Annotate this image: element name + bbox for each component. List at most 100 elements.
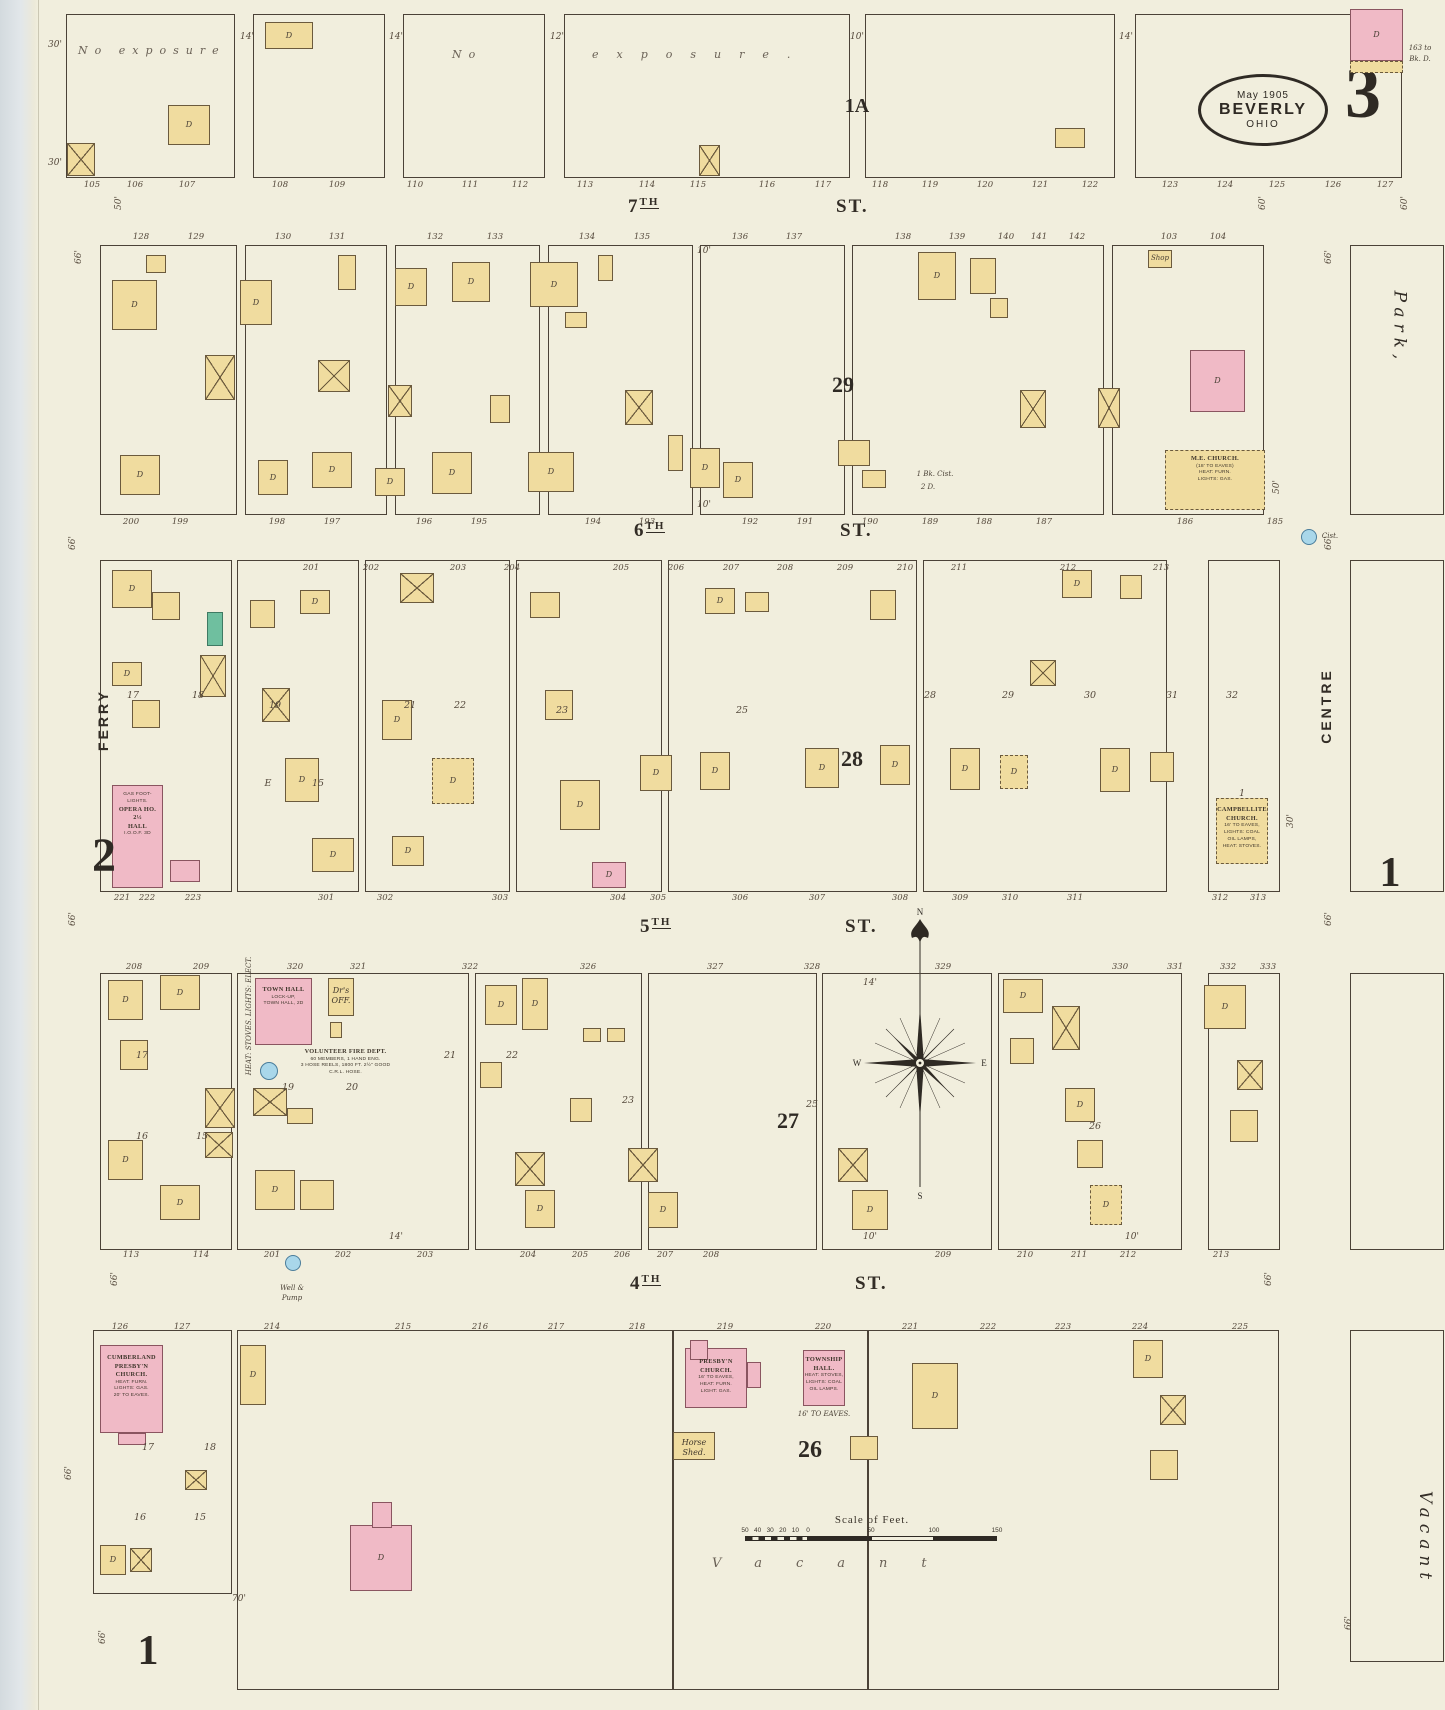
building: D: [705, 588, 735, 614]
interior-lot-number: E: [264, 778, 272, 789]
dimension-label: 14': [389, 32, 403, 42]
dwelling-letter: D: [448, 468, 456, 478]
building-label-line: CHURCH.: [1226, 814, 1258, 822]
interior-lot-number: 26: [1088, 1121, 1102, 1132]
building: [673, 1432, 715, 1460]
lot-number: 188: [975, 517, 993, 527]
building-label-line: LIGHTS: GAS.: [1197, 477, 1233, 483]
building: [1230, 1110, 1258, 1142]
interior-lot-number: 25: [805, 1099, 819, 1110]
lot-number: 213: [1152, 563, 1170, 573]
dimension-label: 50': [113, 196, 124, 210]
street-suffix: ST.: [840, 520, 873, 541]
scale-bar-segment: [934, 1536, 997, 1541]
building: D: [1062, 570, 1092, 598]
lot-number: 223: [1054, 1322, 1072, 1332]
interior-lot-number: 17: [141, 1442, 155, 1453]
lot-number: 208: [702, 1250, 720, 1260]
dwelling-letter: D: [131, 300, 138, 310]
lot-number: 130: [274, 232, 292, 242]
street-suffix: ST.: [836, 196, 869, 217]
interior-lot-number: 23: [555, 705, 569, 716]
building: D: [312, 838, 354, 872]
building-label-line: LIGHTS: COAL: [1223, 829, 1261, 835]
building: D: [120, 455, 160, 495]
lot-number: 329: [934, 962, 952, 972]
street-ordinal: TH: [645, 519, 666, 533]
building: D: [852, 1190, 888, 1230]
dwelling-letter: D: [1214, 376, 1221, 386]
building: [388, 385, 412, 417]
interior-lot-number: 21: [443, 1050, 457, 1061]
stamp-date: May 1905: [1237, 90, 1289, 101]
cistern-circle: [1301, 529, 1317, 545]
lot-number: 195: [470, 517, 488, 527]
dwelling-letter: D: [734, 475, 742, 485]
lot-number: 124: [1216, 180, 1234, 190]
dwelling-letter: D: [185, 120, 193, 130]
building: [1120, 575, 1142, 599]
lot-number: 209: [192, 962, 210, 972]
building-label-line: 16' TO EAVES,: [1224, 823, 1260, 828]
map-annotation: Bk. D.: [1409, 55, 1431, 63]
block-outline: [1350, 973, 1444, 1250]
lot-number: 212: [1119, 1250, 1137, 1260]
building: [598, 255, 613, 281]
building: D: [432, 452, 472, 494]
building: [628, 1148, 658, 1182]
building: D: [432, 758, 474, 804]
building: [850, 1436, 878, 1460]
building: D: [112, 280, 157, 330]
lot-number: 106: [126, 180, 144, 190]
street-name: 5TH: [640, 915, 672, 938]
street-name: 7TH: [628, 195, 660, 218]
building-label-line: CHURCH.: [115, 1371, 148, 1378]
building-label-line: 20' TO EAVES.: [113, 1393, 150, 1399]
building: D: [690, 448, 720, 488]
block-outline: [395, 245, 540, 515]
building-label-line: Shed.: [682, 1448, 706, 1458]
lot-number: 307: [808, 893, 826, 903]
lot-number: 109: [328, 180, 346, 190]
block-outline: [245, 245, 387, 515]
building-label-line: HEAT: FURN.: [115, 1379, 148, 1385]
dwelling-letter: D: [407, 282, 415, 292]
building-label-line: GAS FOOT-: [123, 792, 152, 797]
lot-number: 197: [323, 517, 341, 527]
building: [205, 1132, 233, 1158]
dimension-label: 66': [97, 1630, 108, 1644]
block-outline: [1135, 14, 1402, 178]
building: [1098, 388, 1120, 428]
lot-number: 211: [950, 563, 968, 573]
lot-number: 133: [486, 232, 504, 242]
building: D: [1065, 1088, 1095, 1122]
map-annotation: Well &: [280, 1284, 304, 1292]
lot-number: 326: [579, 962, 597, 972]
building: [583, 1028, 601, 1042]
lot-number: 142: [1068, 232, 1086, 242]
building: D: [350, 1525, 412, 1591]
lot-number: 193: [638, 517, 656, 527]
street-suffix: ST.: [845, 916, 878, 937]
building-label-line: C.R.L. HOSE.: [329, 1070, 362, 1076]
dwelling-letter: D: [933, 271, 941, 281]
building: [67, 143, 95, 176]
building: D: [1003, 979, 1043, 1013]
lot-number: 224: [1131, 1322, 1149, 1332]
building: [838, 440, 870, 466]
lot-number: 134: [578, 232, 596, 242]
map-annotation: Cist.: [1321, 532, 1339, 540]
no-exposure-note-no: No: [452, 48, 483, 61]
dimension-label: 30': [48, 158, 62, 168]
building: [515, 1152, 545, 1186]
lot-number: 119: [921, 180, 939, 190]
interior-lot-number: 23: [621, 1095, 635, 1106]
building: D: [240, 280, 272, 325]
building: [565, 312, 587, 328]
lot-number: 115: [689, 180, 707, 190]
building-label-line: LIGHTS: GAS.: [114, 1386, 149, 1392]
dimension-label: 14': [1119, 32, 1133, 42]
building: [146, 255, 166, 273]
map-annotation: 2 D.: [920, 483, 936, 491]
building-label-line: LIGHT: GAS.: [700, 1388, 732, 1394]
